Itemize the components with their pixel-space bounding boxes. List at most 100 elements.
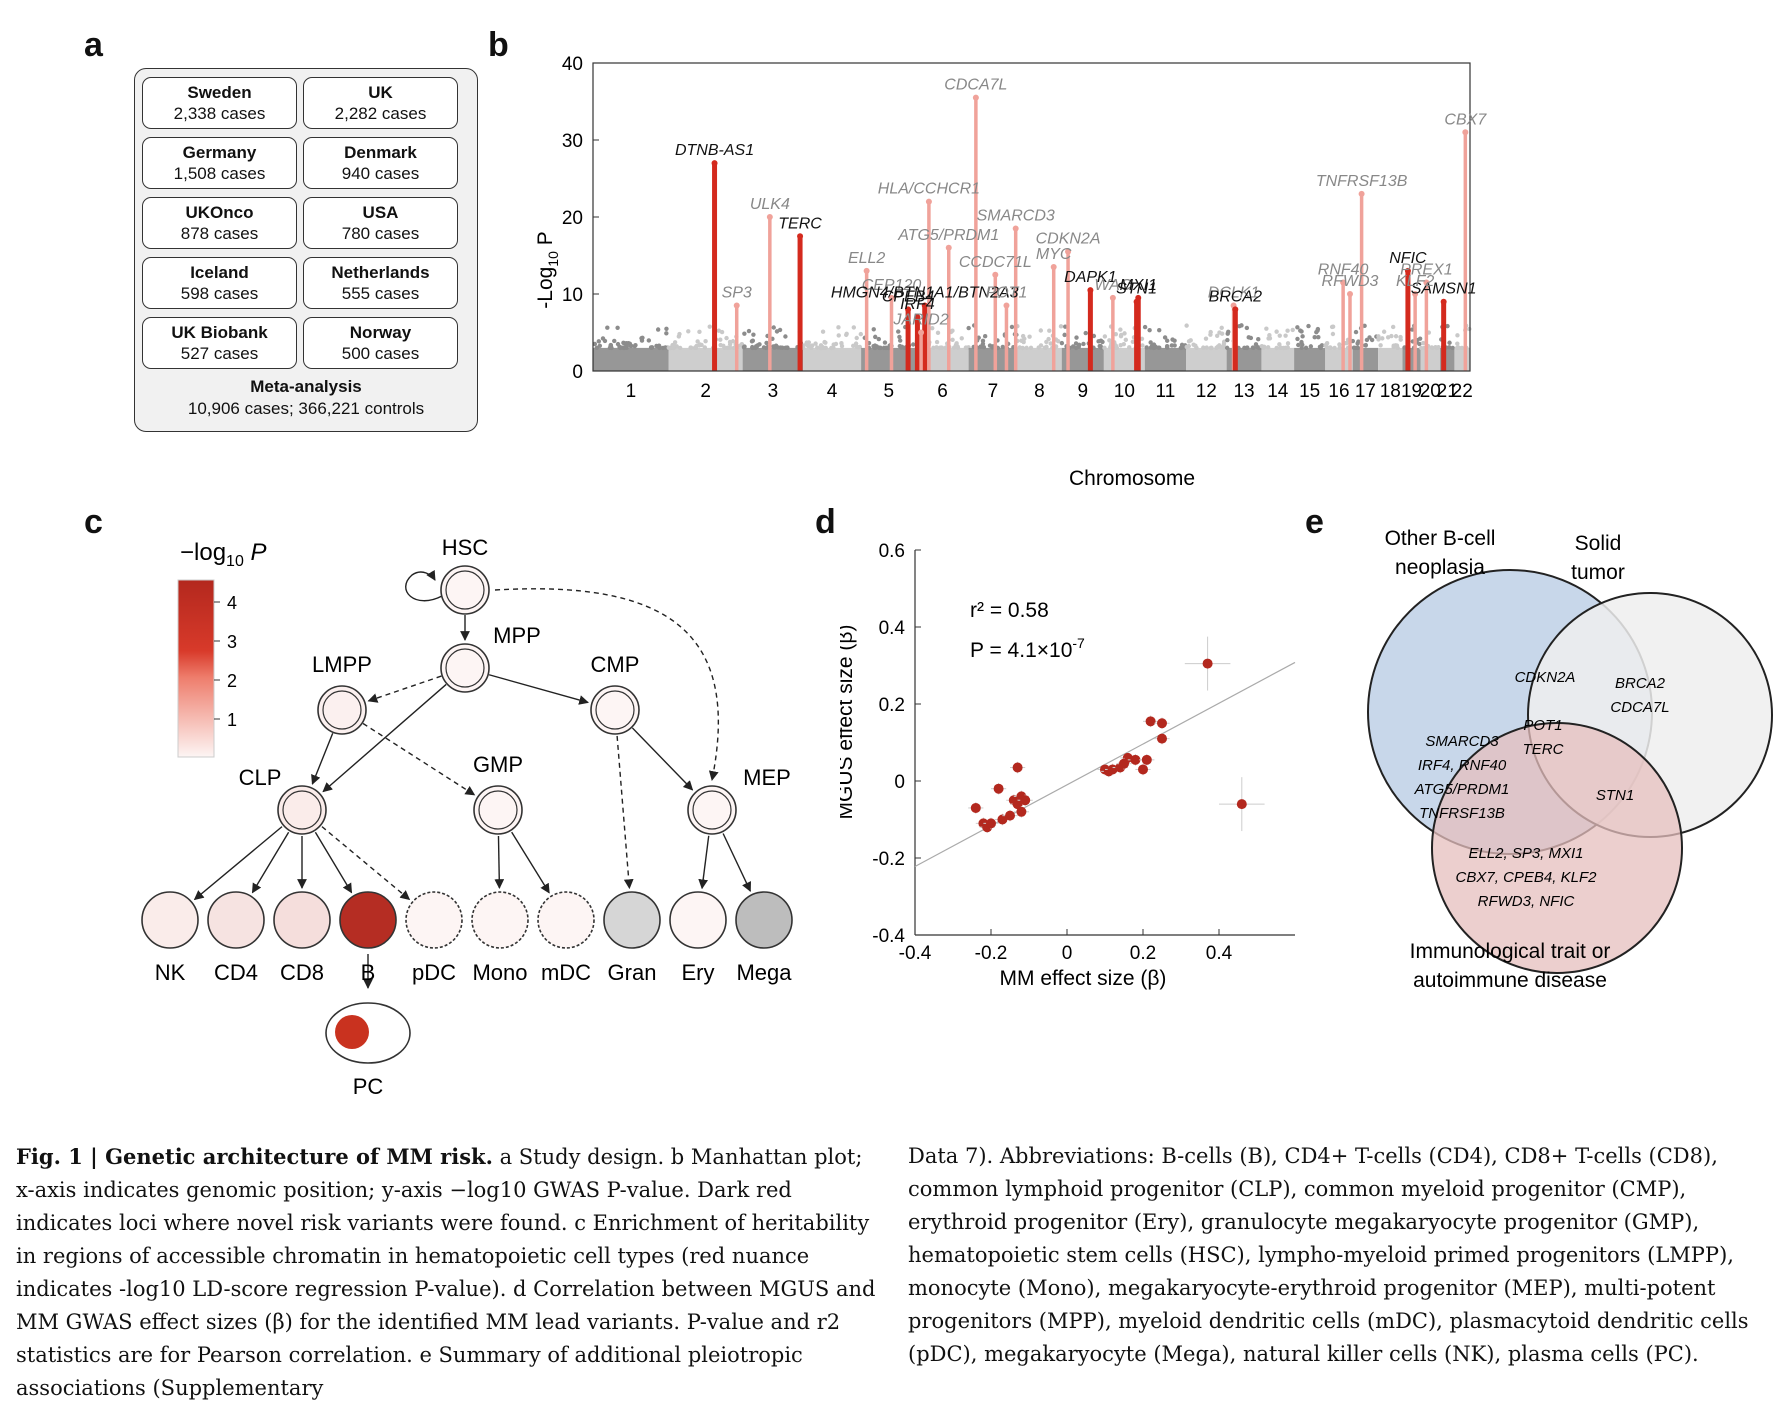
chromosome-band <box>1325 347 1353 371</box>
background-point <box>1459 345 1465 351</box>
background-point <box>1248 335 1254 341</box>
background-point <box>1017 345 1022 350</box>
x-tick-label: 0.2 <box>1130 943 1156 964</box>
background-point <box>646 338 652 343</box>
background-point <box>719 329 725 335</box>
peak-top <box>1087 287 1094 294</box>
peak-top <box>1462 129 1469 136</box>
progenitor-label: GMP <box>473 752 523 777</box>
background-point <box>1435 345 1440 351</box>
background-point <box>1283 333 1288 338</box>
peak-label: BRCA2 <box>1209 288 1262 305</box>
background-point <box>676 334 682 339</box>
background-point <box>1184 323 1189 328</box>
background-point <box>1244 325 1250 331</box>
background-point <box>718 342 723 348</box>
meta-analysis-title: Meta-analysis <box>250 377 362 396</box>
background-point <box>597 343 603 348</box>
background-point <box>1081 341 1086 347</box>
venn-solid-gene: CDCA7L <box>1610 699 1669 716</box>
background-point <box>1204 345 1209 350</box>
background-point <box>871 343 876 349</box>
tree-edges <box>193 569 751 989</box>
y-tick-label: 0 <box>894 772 905 793</box>
data-point <box>1005 810 1015 821</box>
lineage-arrow <box>193 826 283 901</box>
background-point <box>771 325 776 330</box>
background-point <box>882 340 888 345</box>
peak-top <box>863 267 870 274</box>
manhattan-y-label: -Log10 P <box>534 231 561 308</box>
lineage-arrow <box>367 675 442 703</box>
peak-top <box>918 329 925 336</box>
caption-body-1: a Study design. b Manhattan plot; x-axis… <box>16 1145 876 1400</box>
background-point <box>648 345 654 350</box>
background-point <box>836 325 841 330</box>
y-tick-label: 30 <box>562 131 583 152</box>
scatter-x-label: MM effect size (β) <box>1000 967 1167 990</box>
background-point <box>1038 328 1044 333</box>
background-point <box>1208 329 1213 335</box>
peak-top <box>1340 279 1347 286</box>
progenitor-cell-inner <box>445 648 485 688</box>
lineage-arrow <box>698 835 710 890</box>
data-point <box>1020 795 1031 806</box>
peak-label: PREX1 <box>1400 261 1452 278</box>
venn-solid-immune-gene: STN1 <box>1596 787 1634 804</box>
peak-label: KLF2 <box>1396 273 1434 290</box>
background-point <box>871 327 876 332</box>
chromosome-band <box>1454 347 1470 371</box>
background-point <box>655 327 661 332</box>
peak-label: CEP120 <box>862 277 922 294</box>
background-point <box>1362 323 1367 329</box>
peak-label: POT1 <box>986 285 1028 302</box>
manhattan-peaks <box>711 94 1469 371</box>
background-point <box>742 344 747 349</box>
background-point <box>1098 345 1104 350</box>
data-point <box>1130 754 1141 765</box>
background-point <box>1062 332 1067 338</box>
background-point <box>934 339 940 345</box>
chromosome-tick-label: 16 <box>1328 381 1349 402</box>
peak-label: STN1 <box>1116 281 1157 298</box>
lineage-arrow <box>362 722 476 796</box>
cohort-name: UKOnco <box>185 203 254 222</box>
cohort-box: Iceland 598 cases <box>142 257 297 309</box>
cohort-name: UK Biobank <box>171 323 268 342</box>
background-point <box>751 332 756 337</box>
pleiotropy-venn: Other B-cell neoplasia Solid tumor Immun… <box>1367 527 1773 992</box>
background-point <box>1417 341 1422 347</box>
background-point <box>935 330 941 336</box>
background-point <box>1315 326 1321 332</box>
background-point <box>873 334 878 340</box>
background-point <box>1118 332 1124 338</box>
background-point <box>844 331 849 336</box>
background-point <box>626 341 631 346</box>
data-point <box>1012 799 1023 810</box>
terminal-cell-label: NK <box>155 960 186 985</box>
colorbar-tick-label: 2 <box>227 671 237 691</box>
y-tick-label: 20 <box>562 208 583 229</box>
background-point <box>1022 336 1027 342</box>
data-point <box>1202 658 1213 669</box>
venn-b-immune-gene: IRF4, RNF40 <box>1418 757 1507 774</box>
peak-top <box>1346 291 1353 297</box>
background-point <box>829 345 834 351</box>
chromosome-band <box>1017 347 1062 371</box>
progenitor-label: CLP <box>239 765 282 790</box>
background-point <box>764 340 769 346</box>
background-point <box>1186 339 1192 344</box>
background-point <box>1332 345 1337 351</box>
background-point <box>897 338 903 343</box>
chromosome-tick-label: 10 <box>1114 381 1135 402</box>
background-point <box>1027 334 1032 339</box>
peak-label: JARID2 <box>893 312 949 329</box>
peak-label: TNFRSF13B <box>1316 173 1408 190</box>
background-point <box>1295 325 1300 330</box>
data-point <box>1107 764 1118 775</box>
chromosome-tick-label: 3 <box>768 381 779 402</box>
data-point <box>1138 764 1148 775</box>
background-point <box>1324 340 1330 346</box>
background-point <box>727 339 733 345</box>
